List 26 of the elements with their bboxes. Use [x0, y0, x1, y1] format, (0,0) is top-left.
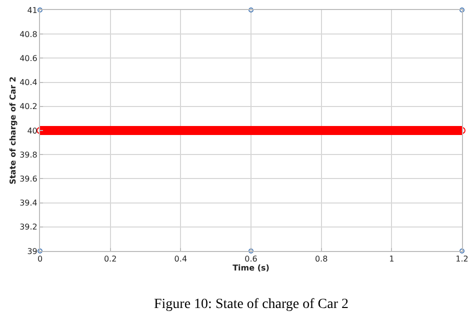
point: [38, 8, 42, 12]
caption: Figure 10: State of charge of Car 2: [154, 297, 349, 312]
y-tick-label: 39.6: [20, 174, 38, 184]
y-axis-title: State of charge of Car 2: [8, 76, 18, 184]
y-tick-label: 40: [27, 126, 38, 136]
point: [460, 8, 464, 12]
y-tick-label: 40.6: [20, 54, 38, 63]
x-tick-label: 1: [389, 254, 394, 264]
point: [460, 248, 464, 254]
y-tick-label: 41: [27, 6, 38, 15]
y-tick-label: 40.8: [20, 30, 38, 39]
x-axis-title: Time (s): [232, 264, 270, 273]
y-tick-label: 39.2: [20, 222, 38, 232]
y-tick-label: 39: [27, 246, 38, 256]
x-tick-label: 0: [37, 254, 43, 264]
y-tick-label: 39.4: [20, 198, 38, 208]
y-tick-label: 40.4: [20, 78, 38, 88]
y-tick-label: 40.2: [20, 102, 38, 112]
x-tick-label: 0.8: [314, 254, 328, 264]
x-tick-label: 0.6: [244, 254, 258, 264]
x-tick-label: 1.2: [456, 254, 468, 264]
point: [38, 248, 42, 254]
x-tick-label: 0.4: [174, 254, 188, 264]
x-tick-label: 0.2: [104, 254, 117, 264]
y-tick-label: 39.8: [20, 150, 38, 160]
point: [248, 8, 254, 12]
